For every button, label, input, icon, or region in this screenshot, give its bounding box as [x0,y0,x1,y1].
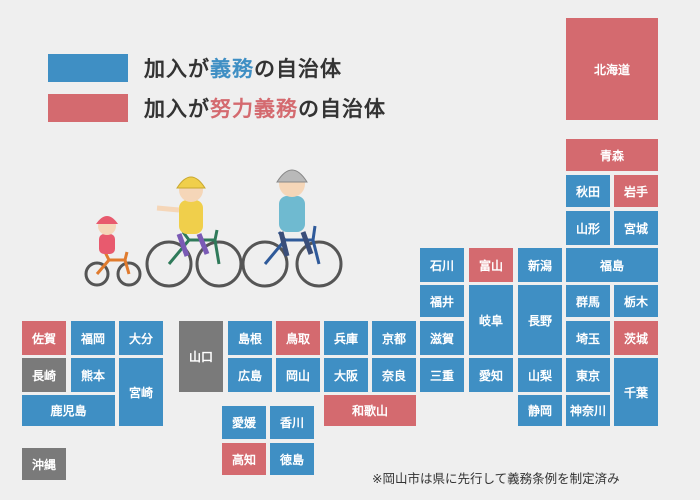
mother-cyclist [145,176,243,288]
pref-tottori: 鳥取 [276,321,320,355]
pref-miyagi: 宮城 [614,211,658,245]
pref-ishikawa: 石川 [420,248,464,282]
pref-ibaraki: 茨城 [614,321,658,355]
pref-toyama: 富山 [469,248,513,282]
pref-fukushima: 福島 [566,248,658,282]
pref-ehime: 愛媛 [222,406,266,439]
pref-niigata: 新潟 [518,248,562,282]
father-cyclist [241,169,343,288]
pref-hiroshima: 広島 [228,358,272,392]
pref-chiba: 千葉 [614,358,658,426]
pref-okayama: 岡山 [276,358,320,392]
pref-tochigi: 栃木 [614,285,658,317]
pref-aomori: 青森 [566,139,658,171]
legend-label-effort: 加入が努力義務の自治体 [144,97,386,121]
pref-mie: 三重 [420,358,464,392]
legend-effort: 加入が努力義務の自治体 [48,93,386,123]
pref-hokkaido: 北海道 [566,18,658,120]
pref-gifu: 岐阜 [469,285,513,355]
legend-swatch-mandatory [48,54,128,82]
pref-gunma: 群馬 [566,285,610,317]
pref-wakayama: 和歌山 [324,395,416,426]
pref-saga: 佐賀 [22,321,66,355]
pref-akita: 秋田 [566,175,610,207]
pref-kagoshima: 鹿児島 [22,395,115,426]
pref-iwate: 岩手 [614,175,658,207]
legend-label-mandatory: 加入が義務の自治体 [144,57,342,81]
footnote: ※岡山市は県に先行して義務条例を制定済み [372,471,620,486]
cyclists-illustration [84,169,343,288]
pref-miyazaki: 宮崎 [119,358,163,426]
pref-kochi: 高知 [222,443,266,475]
pref-hyogo: 兵庫 [324,321,368,355]
pref-shiga: 滋賀 [420,321,464,355]
pref-nagasaki: 長崎 [22,358,66,392]
pref-fukuoka: 福岡 [71,321,115,355]
pref-okinawa: 沖縄 [22,448,66,480]
pref-oita: 大分 [119,321,163,355]
pref-tokyo: 東京 [566,358,610,392]
pref-fukui: 福井 [420,285,464,317]
pref-kanagawa: 神奈川 [566,395,610,426]
pref-yamaguchi: 山口 [179,321,223,392]
pref-kumamoto: 熊本 [71,358,115,392]
legend-swatch-effort [48,94,128,122]
pref-kyoto: 京都 [372,321,416,355]
pref-osaka: 大阪 [324,358,368,392]
legend-mandatory: 加入が義務の自治体 [48,53,342,83]
pref-nagano: 長野 [518,285,562,355]
pref-yamagata: 山形 [566,211,610,245]
child-cyclist [84,216,142,287]
pref-tokushima: 徳島 [270,443,314,475]
pref-nara: 奈良 [372,358,416,392]
pref-saitama: 埼玉 [566,321,610,355]
pref-shimane: 島根 [228,321,272,355]
pref-aichi: 愛知 [469,358,513,392]
pref-kagawa: 香川 [270,406,314,439]
pref-yamanashi: 山梨 [518,358,562,392]
pref-shizuoka: 静岡 [518,395,562,426]
